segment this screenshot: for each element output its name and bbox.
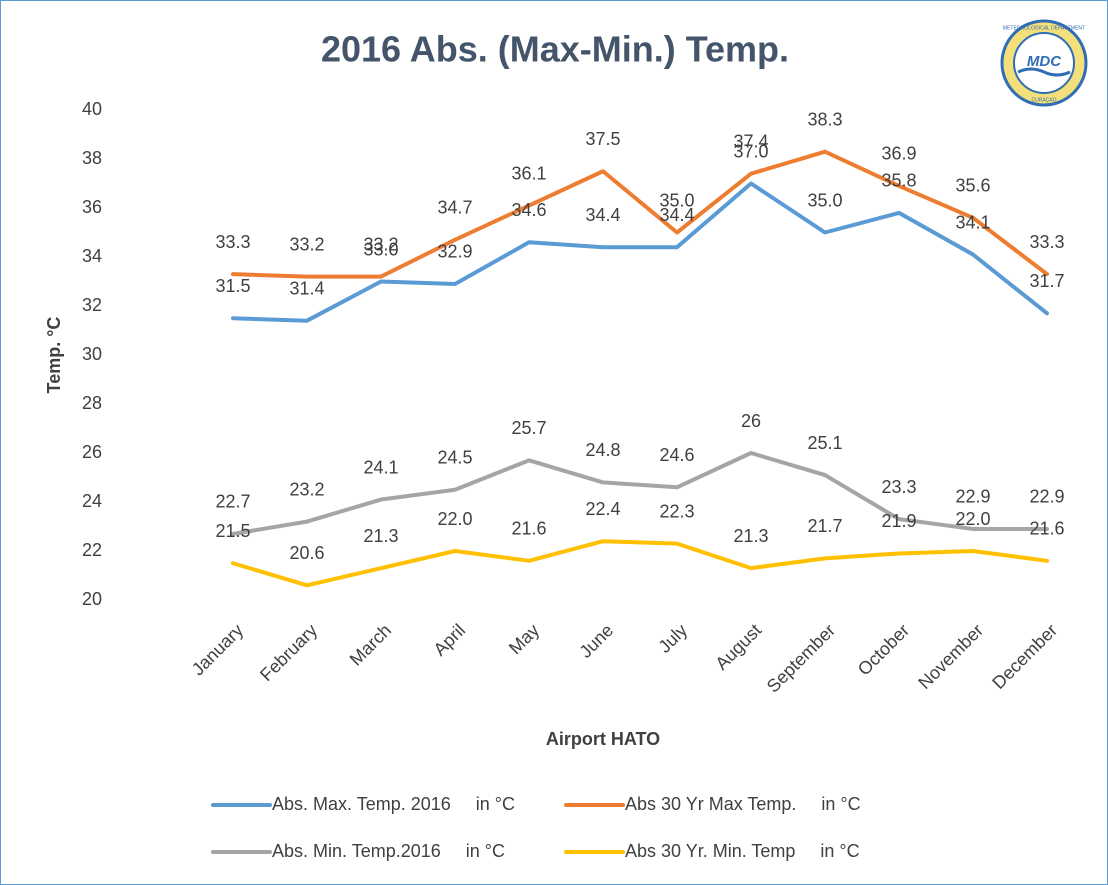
data-label: 22.3 [659, 501, 694, 521]
data-label: 21.9 [881, 511, 916, 531]
y-tick-label: 24 [82, 491, 102, 511]
data-label: 34.4 [585, 205, 620, 225]
data-label: 23.3 [881, 477, 916, 497]
data-label: 38.3 [807, 109, 842, 129]
data-label: 33.2 [363, 234, 398, 254]
data-label: 35.6 [955, 176, 990, 196]
legend-label: Abs. Max. Temp. 2016 in °C [272, 794, 515, 814]
logo-ring-top: METEOROLOGICAL DEPARTMENT [1003, 25, 1085, 31]
data-label: 24.8 [585, 440, 620, 460]
data-label: 31.5 [215, 276, 250, 296]
data-label: 35.8 [881, 171, 916, 191]
data-label: 34.6 [511, 200, 546, 220]
data-label: 21.6 [511, 519, 546, 539]
y-tick-label: 20 [82, 589, 102, 609]
data-label: 24.5 [437, 448, 472, 468]
chart-title: 2016 Abs. (Max-Min.) Temp. [321, 29, 789, 70]
data-label: 22.4 [585, 499, 620, 519]
data-label: 36.9 [881, 144, 916, 164]
series-line [231, 149, 1049, 279]
legend-label: Abs 30 Yr Max Temp. in °C [625, 794, 861, 814]
y-tick-label: 36 [82, 197, 102, 217]
y-tick-label: 32 [82, 295, 102, 315]
data-label: 22.9 [955, 487, 990, 507]
data-label: 20.6 [289, 543, 324, 563]
data-label: 21.3 [733, 526, 768, 546]
data-label: 22.0 [955, 509, 990, 529]
logo-ring-bottom: CURAÇAO [1031, 97, 1056, 103]
data-label: 34.7 [437, 198, 472, 218]
y-tick-label: 26 [82, 442, 102, 462]
data-label: 32.9 [437, 242, 472, 262]
data-label: 21.3 [363, 526, 398, 546]
legend-label: Abs 30 Yr. Min. Temp in °C [625, 841, 860, 861]
data-label: 23.2 [289, 479, 324, 499]
data-label: 25.7 [511, 418, 546, 438]
series-line [231, 181, 1049, 323]
legend-label: Abs. Min. Temp.2016 in °C [272, 841, 505, 861]
y-tick-label: 28 [82, 393, 102, 413]
data-label: 33.0 [363, 239, 398, 259]
series-line [231, 539, 1049, 588]
data-label: 21.5 [215, 521, 250, 541]
data-label: 33.3 [215, 232, 250, 252]
data-label: 33.3 [1029, 232, 1064, 252]
y-tick-label: 38 [82, 148, 102, 168]
data-label: 26 [741, 411, 761, 431]
data-label: 25.1 [807, 433, 842, 453]
y-tick-label: 40 [82, 99, 102, 119]
data-label: 35.0 [659, 190, 694, 210]
data-label: 31.4 [289, 278, 324, 298]
data-label: 24.1 [363, 457, 398, 477]
data-label: 22.9 [1029, 487, 1064, 507]
data-label: 37.0 [733, 141, 768, 161]
data-label: 34.4 [659, 205, 694, 225]
y-tick-label: 34 [82, 246, 102, 266]
y-tick-label: 30 [82, 344, 102, 364]
logo: MDC METEOROLOGICAL DEPARTMENT CURAÇAO [1000, 19, 1088, 107]
data-label: 22.0 [437, 509, 472, 529]
data-label: 24.6 [659, 445, 694, 465]
x-axis-title: Airport HATO [546, 729, 660, 749]
data-label: 21.6 [1029, 519, 1064, 539]
data-label: 35.0 [807, 190, 842, 210]
data-label: 21.7 [807, 516, 842, 536]
series-line [231, 451, 1049, 536]
y-tick-label: 22 [82, 540, 102, 560]
data-label: 37.5 [585, 129, 620, 149]
data-label: 36.1 [511, 163, 546, 183]
data-label: 31.7 [1029, 271, 1064, 291]
data-label: 33.2 [289, 234, 324, 254]
data-label: 34.1 [955, 212, 990, 232]
y-axis-title: Temp. °C [44, 317, 64, 394]
data-label: 37.4 [733, 131, 768, 151]
data-label: 22.7 [215, 492, 250, 512]
logo-wave [1017, 67, 1071, 77]
logo-disc [1013, 32, 1075, 94]
logo-text: MDC [1027, 53, 1062, 70]
